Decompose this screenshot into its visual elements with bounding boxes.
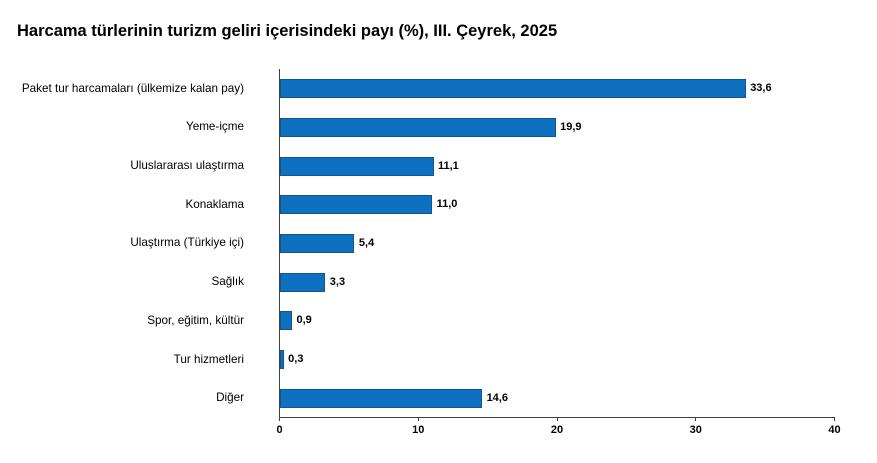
x-axis-tick: [834, 418, 835, 421]
value-label: 5,4: [358, 236, 375, 249]
value-label: 11,1: [438, 159, 459, 172]
value-label: 14,6: [486, 391, 508, 404]
value-label: 33,6: [750, 82, 772, 95]
category-label: Sağlık: [211, 275, 244, 289]
category-label: Uluslararası ulaştırma: [130, 159, 244, 173]
bar: [279, 388, 483, 408]
bar: [279, 350, 284, 370]
bar: [279, 233, 355, 253]
value-label: 11,0: [436, 198, 458, 211]
category-label: Ulaştırma (Türkiye içi): [130, 236, 244, 250]
category-label: Tur hizmetleri: [173, 352, 244, 366]
value-label: 0,3: [288, 353, 304, 366]
x-axis-line: [279, 417, 835, 418]
chart-title: Harcama türlerinin turizm geliri içerisi…: [17, 22, 558, 40]
category-label: Paket tur harcamaları (ülkemize kalan pa…: [21, 81, 244, 95]
x-tick-label: 30: [689, 424, 702, 436]
x-tick-label: 40: [828, 424, 841, 436]
category-label: Yeme-içme: [185, 120, 244, 134]
category-label: Spor, eğitim, kültür: [147, 313, 244, 327]
value-label: 3,3: [329, 275, 346, 288]
category-label: Diğer: [216, 391, 244, 405]
value-label: 19,9: [560, 120, 582, 133]
bar: [279, 311, 292, 331]
value-label: 0,9: [296, 314, 312, 327]
x-tick-label: 10: [412, 424, 425, 436]
bar: [279, 156, 434, 176]
bar: [279, 117, 556, 137]
bar: [279, 195, 433, 215]
category-label: Konaklama: [185, 197, 244, 211]
x-tick-label: 0: [276, 424, 283, 436]
x-axis-tick: [556, 418, 558, 421]
x-tick-label: 20: [550, 424, 564, 436]
bar: [279, 272, 326, 292]
x-axis-tick: [695, 418, 697, 421]
x-axis-tick: [417, 418, 419, 421]
bar: [279, 79, 746, 99]
